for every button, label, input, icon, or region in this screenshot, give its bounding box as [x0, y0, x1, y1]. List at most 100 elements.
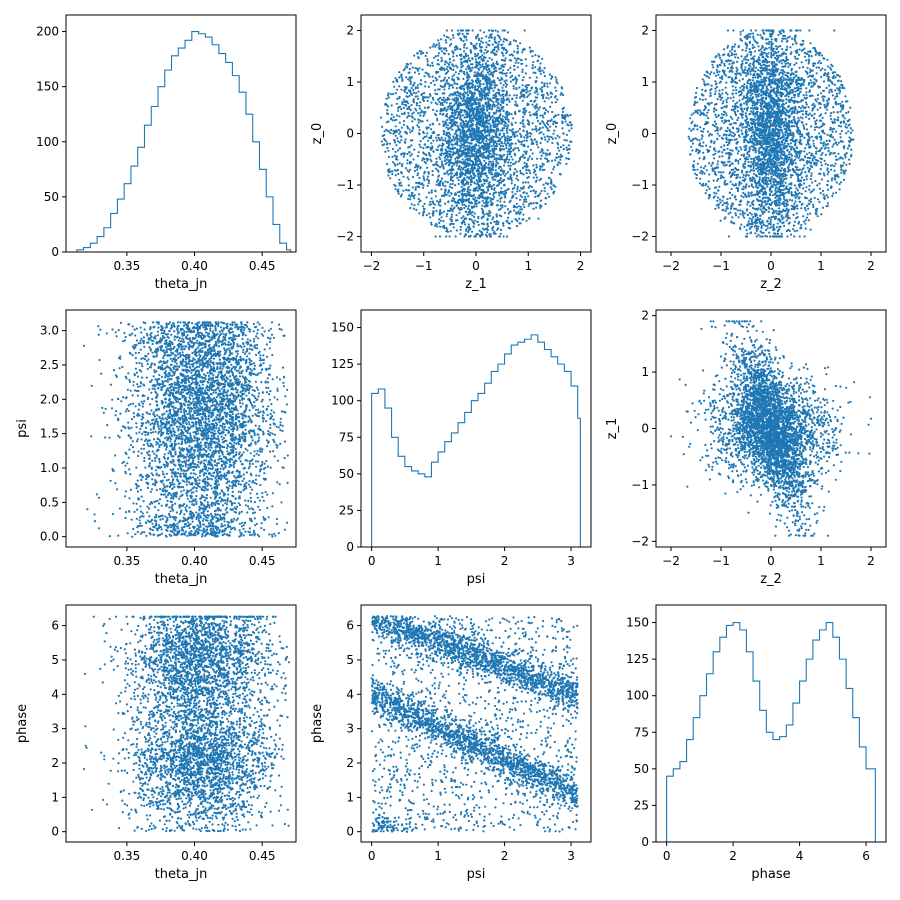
scatter-point [511, 117, 515, 120]
scatter-point [493, 96, 496, 99]
scatter-point [450, 156, 453, 159]
scatter-point [456, 149, 459, 152]
scatter-point [509, 80, 512, 83]
scatter-point [826, 167, 829, 170]
scatter-point [789, 52, 792, 56]
scatter-point [547, 176, 551, 179]
scatter-point [484, 227, 487, 231]
scatter-point [492, 79, 495, 82]
histogram-step-line [76, 30, 292, 252]
scatter-point [396, 149, 400, 152]
scatter-point [475, 186, 478, 189]
scatter-point [416, 168, 419, 171]
scatter-point [485, 51, 488, 54]
scatter-point [508, 54, 511, 57]
scatter-point [434, 112, 437, 116]
scatter-point [483, 182, 486, 185]
scatter-point [451, 109, 454, 112]
scatter-point [522, 76, 525, 79]
scatter-point [453, 146, 457, 150]
scatter-point [413, 54, 416, 57]
scatter-point [761, 160, 764, 164]
scatter-point [418, 176, 421, 179]
scatter-point [411, 120, 414, 123]
scatter-point [782, 208, 785, 211]
scatter-point [707, 117, 710, 120]
scatter-point [398, 132, 401, 135]
scatter-point [398, 115, 401, 118]
scatter-point [423, 202, 426, 205]
scatter-point [460, 206, 463, 209]
scatter-point [482, 151, 485, 155]
scatter-point [493, 153, 496, 156]
scatter-point [473, 74, 476, 77]
scatter-point [444, 202, 447, 205]
scatter-point [479, 155, 483, 158]
scatter-point [438, 213, 441, 216]
scatter-point [489, 169, 492, 172]
scatter-point [561, 93, 565, 96]
scatter-point [479, 40, 482, 43]
scatter-point [405, 188, 408, 191]
scatter-point [441, 85, 444, 89]
scatter-point [833, 121, 837, 124]
scatter-point [379, 116, 383, 119]
scatter-point [431, 170, 434, 173]
scatter-point [535, 166, 538, 169]
scatter-point [437, 39, 440, 42]
scatter-point [383, 137, 386, 141]
scatter-point [491, 168, 494, 172]
scatter-point [475, 58, 478, 61]
scatter-point [443, 76, 446, 79]
scatter-point [469, 86, 472, 89]
scatter-point [749, 53, 753, 56]
scatter-point [490, 145, 493, 148]
scatter-point [455, 204, 458, 208]
scatter-point [550, 101, 554, 104]
scatter-point [467, 167, 470, 170]
scatter-point [422, 130, 425, 133]
scatter-point [499, 228, 503, 231]
scatter-point [504, 57, 507, 60]
scatter-point [451, 146, 454, 149]
scatter-point [498, 93, 501, 96]
scatter-point [478, 131, 481, 134]
scatter-point [383, 143, 386, 146]
scatter-point [500, 187, 503, 190]
scatter-point [493, 36, 496, 39]
scatter-point [419, 199, 422, 202]
scatter-point [526, 131, 529, 134]
scatter-point [412, 88, 415, 92]
scatter-point [477, 121, 480, 124]
scatter-point [459, 114, 462, 117]
scatter-point [533, 128, 536, 131]
scatter-point [501, 93, 504, 96]
scatter-point [755, 81, 758, 84]
scatter-point [465, 68, 468, 71]
scatter-point [404, 100, 407, 104]
scatter-point [499, 232, 502, 235]
scatter-point [544, 182, 548, 185]
scatter-point [472, 137, 475, 140]
scatter-point [546, 85, 549, 88]
scatter-point [541, 57, 544, 60]
scatter-point [466, 90, 469, 93]
scatter-point [471, 29, 474, 32]
scatter-point [760, 225, 763, 228]
scatter-point [713, 72, 716, 75]
scatter-point [446, 228, 449, 231]
scatter-point [511, 158, 514, 161]
scatter-point [494, 119, 498, 122]
scatter-point [411, 186, 414, 189]
scatter-point [398, 97, 401, 100]
scatter-point [418, 119, 421, 122]
scatter-point [471, 66, 474, 69]
scatter-point [462, 187, 465, 190]
scatter-point [515, 197, 518, 200]
scatter-point [562, 148, 565, 151]
scatter-point [805, 186, 808, 189]
scatter-point [481, 209, 485, 212]
scatter-point [440, 79, 443, 83]
scatter-point [530, 142, 533, 145]
scatter-point [526, 95, 529, 98]
